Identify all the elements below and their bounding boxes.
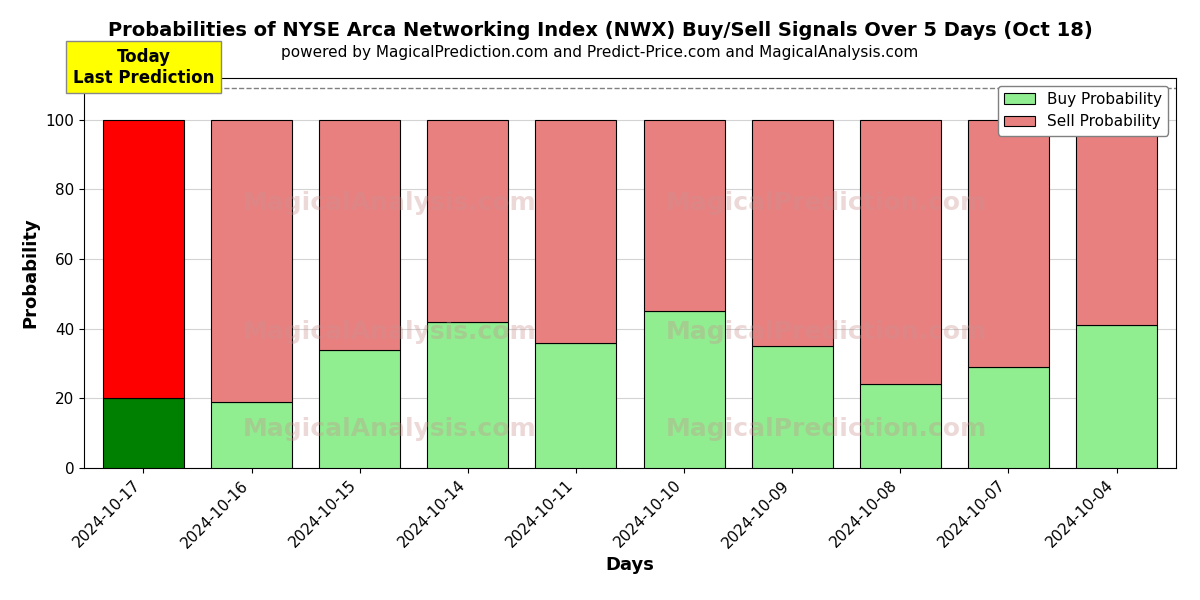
Bar: [211, 120, 292, 402]
X-axis label: Days: Days: [606, 556, 654, 574]
Bar: [427, 120, 509, 322]
Bar: [643, 120, 725, 311]
Text: MagicalAnalysis.com: MagicalAnalysis.com: [242, 417, 536, 441]
Bar: [859, 385, 941, 468]
Text: MagicalAnalysis.com: MagicalAnalysis.com: [242, 191, 536, 215]
Bar: [859, 120, 941, 385]
Bar: [535, 343, 617, 468]
Bar: [751, 346, 833, 468]
Bar: [103, 398, 184, 468]
Text: MagicalAnalysis.com: MagicalAnalysis.com: [242, 319, 536, 343]
Bar: [535, 120, 617, 343]
Text: Today
Last Prediction: Today Last Prediction: [73, 48, 214, 87]
Bar: [1076, 120, 1157, 325]
Bar: [427, 322, 509, 468]
Text: Probabilities of NYSE Arca Networking Index (NWX) Buy/Sell Signals Over 5 Days (: Probabilities of NYSE Arca Networking In…: [108, 21, 1092, 40]
Bar: [103, 120, 184, 398]
Legend: Buy Probability, Sell Probability: Buy Probability, Sell Probability: [998, 86, 1169, 136]
Bar: [968, 367, 1049, 468]
Bar: [751, 120, 833, 346]
Text: MagicalPrediction.com: MagicalPrediction.com: [666, 319, 988, 343]
Bar: [319, 120, 401, 350]
Bar: [1076, 325, 1157, 468]
Bar: [643, 311, 725, 468]
Text: MagicalPrediction.com: MagicalPrediction.com: [666, 191, 988, 215]
Text: powered by MagicalPrediction.com and Predict-Price.com and MagicalAnalysis.com: powered by MagicalPrediction.com and Pre…: [281, 45, 919, 60]
Bar: [319, 350, 401, 468]
Y-axis label: Probability: Probability: [22, 218, 40, 328]
Bar: [211, 402, 292, 468]
Text: MagicalPrediction.com: MagicalPrediction.com: [666, 417, 988, 441]
Bar: [968, 120, 1049, 367]
